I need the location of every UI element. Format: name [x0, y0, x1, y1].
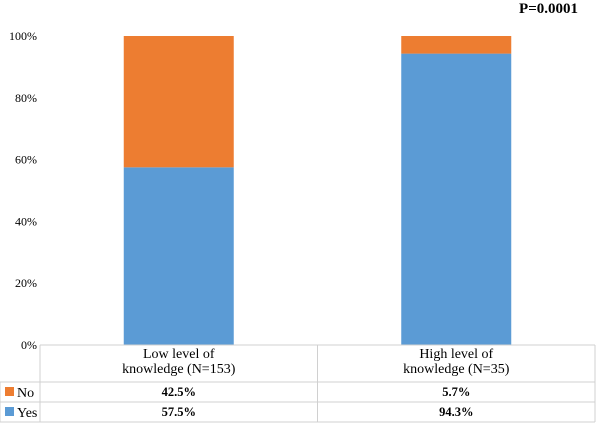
bar-yes-0	[123, 167, 234, 345]
data-label: 57.5%	[162, 405, 196, 419]
bar-no-1	[401, 36, 512, 54]
y-tick-label: 80%	[15, 91, 37, 105]
y-tick-label: 60%	[15, 153, 37, 167]
y-axis: 0% 20% 40% 60% 80% 100%	[9, 29, 37, 352]
legend-key-no	[5, 387, 14, 396]
category-label: High level of knowledge (N=35)	[403, 347, 510, 377]
data-table: Low level of knowledge (N=153) High level …	[0, 344, 596, 423]
legend-label-yes: Yes	[17, 406, 37, 421]
p-value-annotation: P=0.0001	[519, 1, 578, 17]
data-label: 94.3%	[439, 405, 473, 419]
data-label: 5.7%	[442, 385, 470, 399]
y-tick-label: 100%	[9, 29, 37, 43]
data-label: 42.5%	[162, 385, 196, 399]
legend-label-no: No	[17, 386, 34, 401]
legend-key-yes	[5, 407, 14, 416]
bar-no-0	[123, 36, 234, 168]
bars	[123, 36, 512, 345]
y-tick-label: 0%	[21, 338, 37, 352]
y-tick-label: 20%	[15, 276, 37, 290]
category-label: Low level of knowledge (N=153)	[122, 347, 236, 377]
bar-yes-1	[401, 53, 512, 345]
y-tick-label: 40%	[15, 214, 37, 228]
